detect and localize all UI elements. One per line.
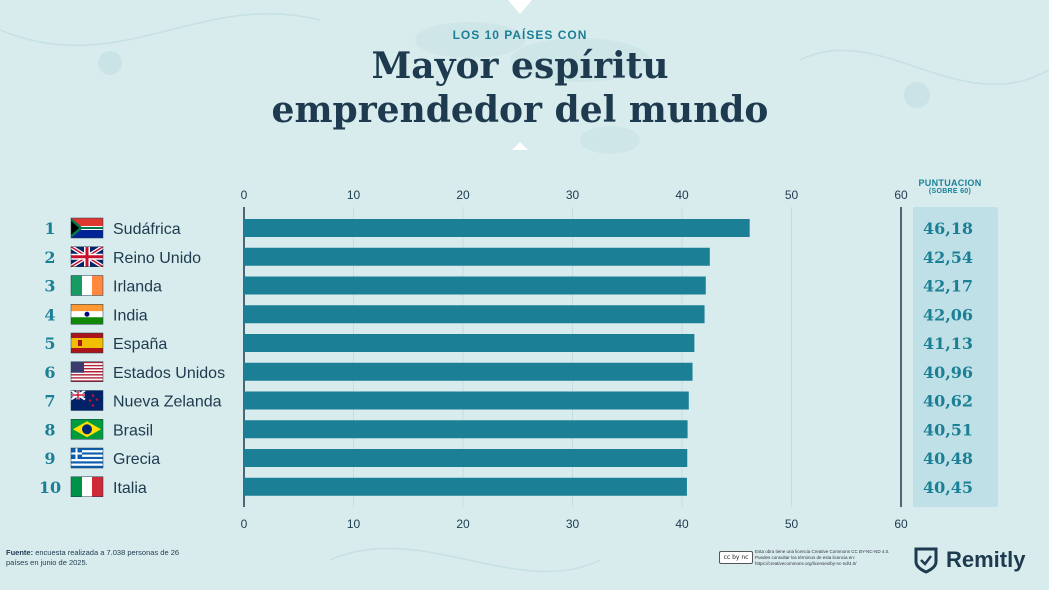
bar	[244, 420, 688, 439]
rank-label: 7	[44, 392, 55, 411]
category-label: Brasil	[113, 422, 153, 439]
bar	[244, 391, 689, 410]
chart-title-line-1: Mayor espíritu	[371, 45, 669, 87]
source-note: Fuente: encuesta realizada a 7.038 perso…	[6, 548, 196, 568]
flag-brazil-icon	[71, 419, 103, 440]
value-label: 41,13	[923, 334, 973, 353]
category-label: India	[113, 307, 148, 324]
category-label: Grecia	[113, 451, 160, 468]
tick-label-top: 40	[675, 188, 689, 202]
chart-title-line-2: emprendedor del mundo	[271, 89, 769, 131]
category-label: Irlanda	[113, 279, 162, 296]
tick-label-top: 50	[785, 188, 799, 202]
brand-name: Remitly	[946, 547, 1026, 572]
tick-label-bottom: 50	[785, 517, 799, 531]
bar	[244, 247, 710, 266]
tick-label-bottom: 40	[675, 517, 689, 531]
category-label: Italia	[113, 480, 147, 497]
category-label: España	[113, 336, 167, 353]
tick-label-top: 30	[566, 188, 580, 202]
value-label: 46,18	[923, 219, 973, 238]
value-label: 42,54	[923, 248, 973, 267]
flag-south-africa-icon	[71, 218, 103, 238]
brand-logo: Remitly	[912, 545, 1025, 575]
tick-label-top: 10	[347, 188, 361, 202]
flag-border	[70, 217, 104, 239]
remitly-logo-icon	[914, 547, 938, 574]
rank-label: 8	[44, 420, 55, 439]
rank-label: 1	[44, 219, 55, 238]
chart-title: Mayor espíritu emprendedor del mundo	[0, 44, 1040, 132]
rank-label: 6	[44, 363, 55, 382]
value-label: 40,51	[923, 420, 973, 439]
flag-border	[70, 304, 104, 325]
score-header-note: (SOBRE 60)	[928, 188, 972, 195]
rank-label: 2	[44, 248, 55, 267]
score-header: PUNTUACION (SOBRE 60)	[905, 178, 995, 195]
chart-subtitle: LOS 10 PAÍSES CON	[452, 28, 588, 42]
license-text: Esta obra tiene una licencia Creative Co…	[755, 549, 890, 566]
creative-commons-badge: cc by nc	[719, 551, 753, 564]
bar	[244, 305, 705, 324]
tick-label-bottom: 10	[347, 517, 361, 531]
bar	[244, 334, 695, 352]
flag-italy-icon	[71, 476, 103, 497]
flag-border	[70, 246, 104, 267]
flag-united-states-icon	[71, 361, 103, 382]
bar	[244, 449, 688, 467]
flag-india-icon	[71, 304, 103, 325]
flag-border	[70, 332, 104, 354]
tick-label-bottom: 30	[566, 517, 580, 531]
rank-label: 9	[44, 449, 55, 468]
value-label: 42,06	[923, 305, 973, 324]
flag-border	[70, 275, 104, 296]
rank-label: 3	[44, 277, 55, 296]
value-label: 40,45	[923, 478, 973, 497]
rank-label: 10	[39, 478, 61, 497]
score-panel	[913, 207, 998, 507]
flag-border	[70, 361, 104, 382]
category-label: Estados Unidos	[113, 365, 225, 382]
flag-ireland-icon	[71, 275, 103, 296]
bar	[244, 477, 687, 496]
bar	[244, 219, 750, 237]
value-label: 40,62	[923, 392, 973, 411]
source-label: Fuente:	[6, 548, 34, 557]
tick-label-bottom: 0	[241, 517, 248, 531]
tick-label-bottom: 20	[456, 517, 470, 531]
source-text: encuesta realizada a 7.038 personas de 2…	[6, 548, 180, 567]
rank-label: 4	[44, 305, 55, 324]
flag-greece-icon	[71, 448, 103, 468]
value-label: 40,48	[923, 449, 973, 468]
rank-label: 5	[44, 334, 55, 353]
flag-border	[70, 447, 104, 469]
value-label: 40,96	[923, 363, 973, 382]
score-header-title: PUNTUACION	[918, 178, 982, 188]
category-label: Sudáfrica	[113, 221, 181, 238]
tick-label-top: 60	[894, 188, 908, 202]
bar	[244, 362, 693, 381]
flag-border	[70, 390, 104, 411]
tick-label-bottom: 60	[894, 517, 908, 531]
flag-united-kingdom-icon	[69, 245, 105, 269]
flag-border	[70, 419, 104, 440]
category-label: Reino Unido	[113, 250, 201, 267]
flag-border	[70, 476, 104, 497]
tick-label-top: 20	[456, 188, 470, 202]
bar	[244, 276, 706, 295]
value-label: 42,17	[923, 277, 973, 296]
flag-spain-icon	[71, 333, 103, 353]
tick-label-top: 0	[241, 188, 248, 202]
category-label: Nueva Zelanda	[113, 394, 222, 411]
flag-new-zealand-icon	[70, 389, 103, 411]
